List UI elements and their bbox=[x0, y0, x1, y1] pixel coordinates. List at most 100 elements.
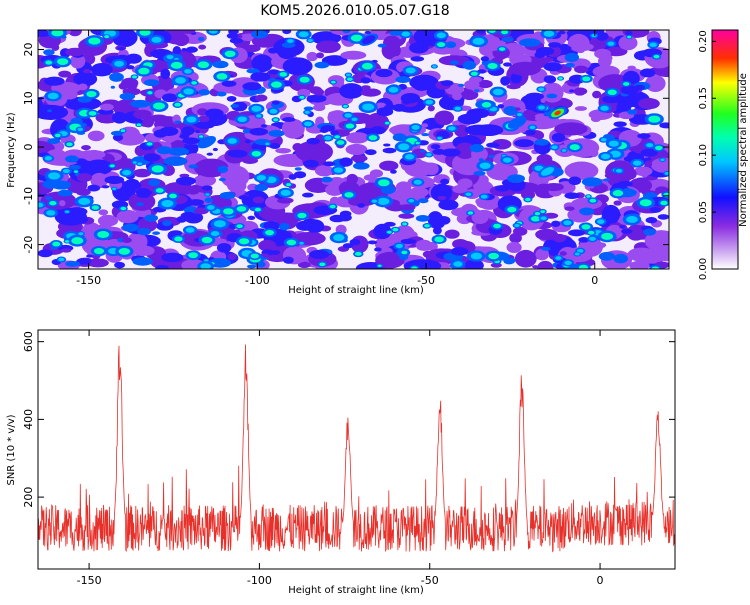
spectrogram-blob bbox=[174, 120, 182, 124]
spectrogram-blob bbox=[647, 41, 660, 49]
spectrogram-blob bbox=[260, 124, 268, 128]
spectrogram-blob bbox=[127, 82, 138, 90]
spectrogram-blob bbox=[171, 234, 185, 244]
spectrogram-blob bbox=[414, 140, 422, 146]
spectrogram-blob bbox=[640, 170, 649, 178]
colorbar-ticks: 0.00 0.05 0.10 0.15 0.20 bbox=[698, 30, 716, 280]
spectrogram-blob bbox=[513, 226, 528, 236]
spectrogram-blob bbox=[75, 188, 91, 196]
spectrogram-ytick-label: 20 bbox=[22, 43, 35, 57]
spectrogram-blob bbox=[323, 161, 336, 167]
spectrogram-blob bbox=[644, 141, 656, 149]
spectrogram-blob bbox=[415, 239, 433, 251]
spectrogram-blob bbox=[86, 109, 99, 118]
spectrogram-blob bbox=[238, 195, 249, 200]
spectrogram-blob bbox=[198, 89, 211, 96]
chart-title: KOM5.2026.010.05.07.G18 bbox=[260, 3, 449, 19]
spectrogram-blob bbox=[535, 248, 550, 261]
spectrogram-blob bbox=[450, 247, 469, 256]
spectrogram-blob bbox=[374, 247, 382, 252]
spectrogram-blob bbox=[587, 235, 598, 243]
spectrogram-blob bbox=[235, 236, 253, 247]
spectrogram-blob bbox=[330, 130, 339, 136]
spectrogram-blob bbox=[560, 148, 568, 153]
spectrogram-blob bbox=[198, 44, 207, 50]
spectrogram-blob bbox=[332, 134, 342, 140]
spectrogram-blob bbox=[422, 223, 432, 229]
spectrogram-blob bbox=[163, 182, 194, 196]
spectrogram-blob bbox=[197, 134, 205, 139]
spectrogram-blob bbox=[597, 104, 612, 113]
spectrogram-blob bbox=[594, 48, 612, 59]
spectrogram-blob bbox=[136, 30, 154, 38]
spectrogram-blob bbox=[69, 164, 81, 170]
spectrogram-blob bbox=[131, 160, 139, 165]
spectrogram-blob bbox=[110, 186, 118, 191]
spectrogram-blob bbox=[452, 92, 462, 101]
spectrogram-blob bbox=[233, 204, 250, 214]
spectrogram-blob bbox=[296, 74, 313, 85]
spectrogram-blob bbox=[430, 64, 438, 69]
spectrogram-blob bbox=[205, 108, 224, 119]
spectrogram-blob bbox=[484, 60, 501, 72]
spectrogram-blob bbox=[564, 45, 572, 51]
spectrogram-blob bbox=[344, 72, 353, 78]
spectrogram-blob bbox=[65, 155, 79, 163]
spectrogram-blob bbox=[434, 40, 448, 49]
spectrogram-blob bbox=[554, 122, 588, 136]
spectrogram-blob bbox=[663, 170, 669, 176]
spectrogram-hotspot bbox=[538, 165, 557, 178]
spectrogram-blob bbox=[514, 249, 537, 268]
spectrogram-blob bbox=[658, 157, 667, 162]
spectrogram-blob bbox=[423, 98, 436, 107]
spectrogram-blob bbox=[83, 88, 100, 100]
spectrogram-blob bbox=[523, 196, 533, 203]
spectrogram-blob bbox=[269, 142, 281, 149]
spectrogram-blob bbox=[44, 76, 65, 86]
spectrogram-blob bbox=[47, 138, 61, 145]
snr-panel: -150 -100 -50 0 200 400 600 Height of straight… bbox=[6, 329, 676, 596]
spectrogram-blob bbox=[514, 139, 534, 148]
spectrogram-blob bbox=[303, 218, 318, 225]
spectrogram-blob bbox=[171, 157, 180, 162]
spectrogram-blob bbox=[345, 143, 368, 156]
spectrogram-blob bbox=[248, 149, 264, 159]
spectrogram-blob bbox=[467, 250, 486, 262]
spectrogram-blob bbox=[301, 119, 315, 128]
spectrogram-blob bbox=[108, 163, 117, 169]
spectrogram-blob bbox=[395, 181, 412, 194]
spectrogram-blob bbox=[164, 53, 176, 61]
spectrogram-blob bbox=[195, 130, 201, 134]
spectrogram-blob bbox=[452, 184, 468, 194]
spectrogram-blob bbox=[219, 191, 236, 200]
spectrogram-blob bbox=[172, 46, 182, 55]
spectrogram-blob bbox=[376, 107, 394, 117]
spectrogram-blob bbox=[644, 113, 664, 126]
spectrogram-blob bbox=[424, 151, 434, 158]
spectrogram-blob bbox=[313, 103, 326, 112]
spectrogram-blob bbox=[180, 30, 196, 34]
spectrogram-blob bbox=[317, 261, 328, 268]
spectrogram-blob bbox=[503, 106, 518, 116]
spectrogram-blob bbox=[252, 196, 265, 204]
spectrogram-blob bbox=[575, 44, 586, 54]
spectrogram-blob bbox=[430, 144, 441, 150]
spectrogram-blob bbox=[529, 116, 536, 120]
spectrogram-blob bbox=[568, 229, 585, 237]
spectrogram-blob bbox=[400, 238, 417, 245]
spectrogram-blob bbox=[298, 241, 306, 246]
spectrogram-blob bbox=[497, 104, 505, 109]
spectrogram-blob bbox=[602, 95, 621, 104]
spectrogram-blob bbox=[267, 107, 280, 116]
spectrogram-blob bbox=[210, 217, 230, 230]
spectrogram-blob bbox=[197, 36, 205, 42]
spectrogram-blob bbox=[418, 198, 429, 204]
spectrogram-blob bbox=[564, 206, 575, 211]
spectrogram-blob bbox=[126, 65, 135, 70]
spectrogram-blob bbox=[341, 190, 357, 200]
spectrogram-blob bbox=[551, 220, 561, 227]
spectrogram-blob bbox=[268, 69, 279, 75]
spectrogram-blob bbox=[172, 101, 183, 108]
spectrogram-blob bbox=[70, 182, 82, 189]
spectrogram-frame bbox=[37, 29, 670, 270]
